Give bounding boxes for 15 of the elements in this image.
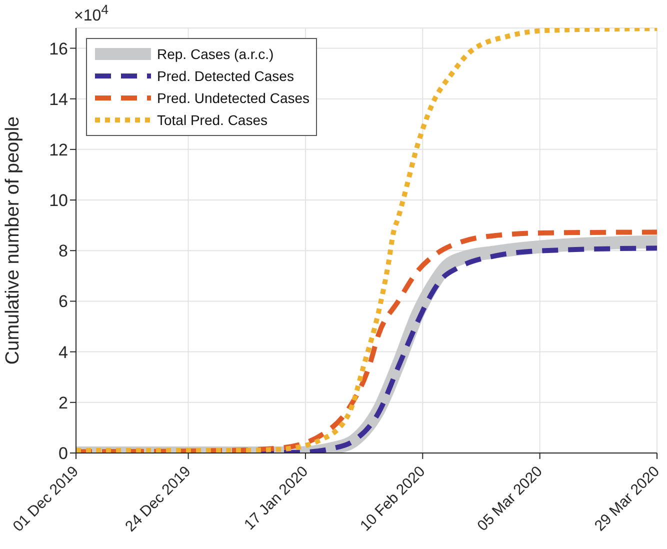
y-tick-label: 14 xyxy=(49,90,68,109)
legend-label: Rep. Cases (a.r.c.) xyxy=(157,46,274,62)
y-tick-label: 0 xyxy=(58,444,68,464)
y-tick-label: 8 xyxy=(58,242,68,261)
y-tick-label: 12 xyxy=(49,140,68,160)
y-tick-label: 2 xyxy=(58,393,68,412)
legend-label: Pred. Undetected Cases xyxy=(157,90,310,106)
legend-label: Total Pred. Cases xyxy=(157,112,268,128)
y-axis-title: Cumulative number of people xyxy=(2,116,24,365)
y-tick-label: 16 xyxy=(49,39,68,58)
y-tick-label: 10 xyxy=(49,191,68,210)
legend-label: Pred. Detected Cases xyxy=(157,68,294,84)
y-tick-label: 6 xyxy=(58,292,68,312)
text: ×10$^{4}$ xyxy=(74,2,109,26)
y-tick-label: 4 xyxy=(58,342,68,362)
